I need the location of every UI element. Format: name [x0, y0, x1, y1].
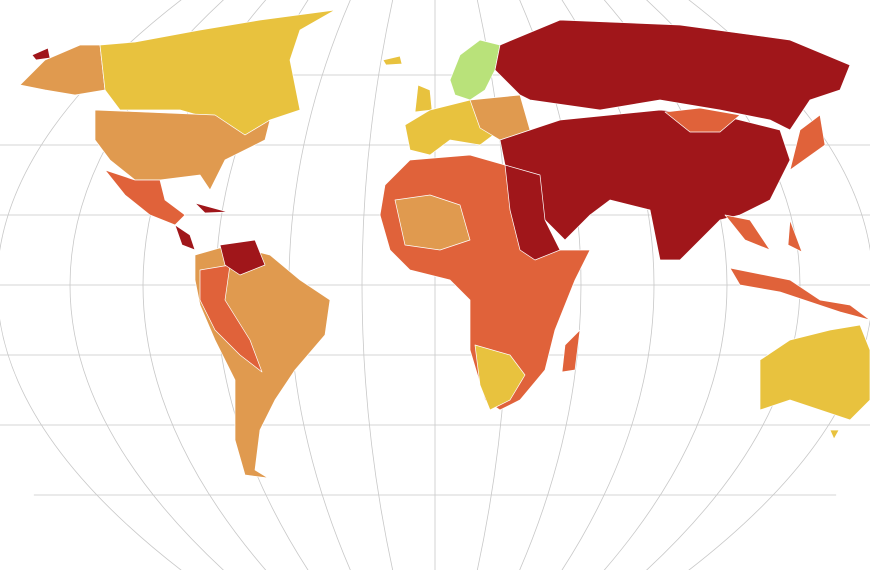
mongolia	[664, 107, 741, 133]
alaska	[19, 44, 106, 96]
japan	[789, 114, 826, 171]
russia	[494, 19, 851, 131]
andes	[199, 264, 263, 373]
uk	[414, 84, 433, 113]
scandinavia	[449, 39, 501, 101]
iceland	[382, 55, 403, 66]
mexico	[104, 169, 186, 226]
cuba	[194, 202, 229, 214]
philippines	[787, 219, 803, 253]
land	[19, 9, 870, 479]
tasmania	[829, 429, 840, 440]
usa	[94, 109, 271, 191]
australia	[759, 324, 870, 421]
asia	[499, 109, 791, 261]
indonesia	[729, 267, 870, 321]
southeast-asia	[724, 214, 771, 251]
madagascar	[561, 329, 581, 373]
central-america	[174, 224, 196, 251]
west-africa	[394, 194, 471, 251]
meridian	[361, 0, 394, 570]
aleutian	[31, 47, 51, 61]
south-america	[194, 244, 331, 479]
canada	[99, 9, 336, 136]
southern-africa	[474, 344, 526, 411]
venezuela	[219, 239, 266, 276]
egypt-sudan	[504, 164, 561, 261]
